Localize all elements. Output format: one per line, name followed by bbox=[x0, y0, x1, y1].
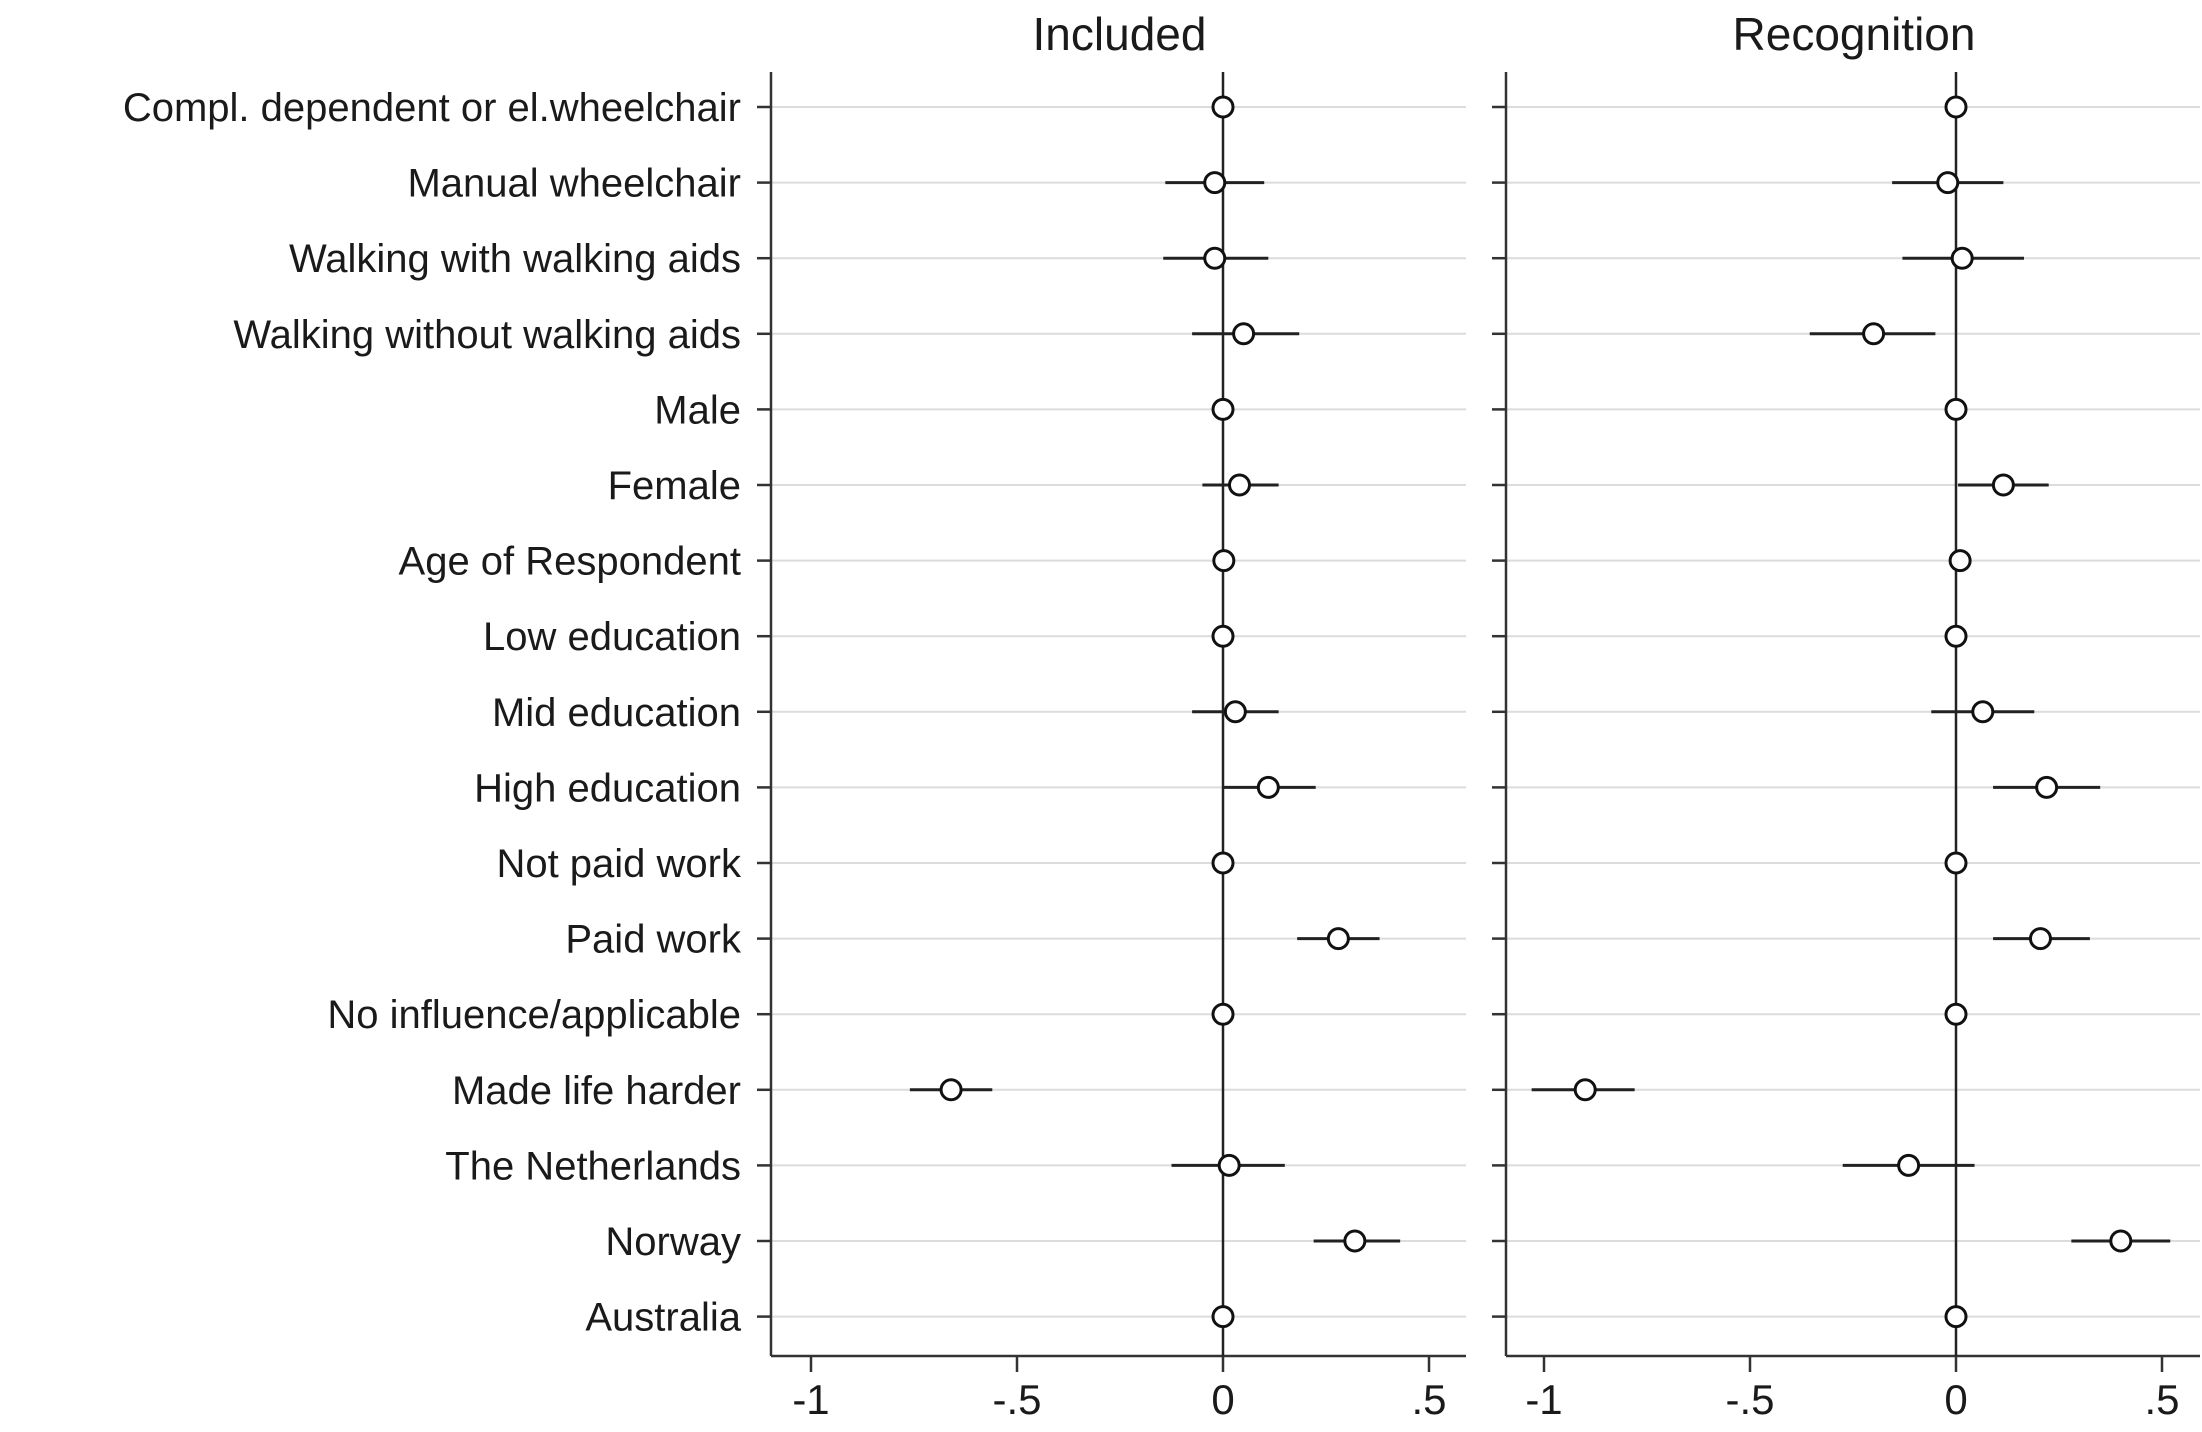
y-axis-label: Female bbox=[608, 464, 741, 508]
y-axis-label: Not paid work bbox=[496, 842, 742, 886]
y-axis-label: Manual wheelchair bbox=[407, 162, 741, 206]
point-estimate bbox=[939, 1078, 963, 1102]
point-estimate bbox=[1227, 473, 1251, 497]
point-estimate bbox=[1203, 171, 1227, 195]
point-estimate bbox=[1211, 95, 1235, 119]
point-estimate bbox=[1950, 246, 1974, 270]
panel-title: Included bbox=[1033, 8, 1207, 60]
point-estimate bbox=[1944, 397, 1968, 421]
y-axis-label: Walking without walking aids bbox=[233, 313, 741, 357]
x-tick-label: 0 bbox=[1944, 1376, 1967, 1423]
panel-recognition: Recognition -1 -.5 0 .5 bbox=[1492, 8, 2200, 1423]
point-estimate bbox=[2035, 775, 2059, 799]
x-tick-label: .5 bbox=[1411, 1376, 1446, 1423]
y-axis-label: Male bbox=[654, 388, 741, 432]
point-estimate bbox=[1936, 171, 1960, 195]
point-estimate bbox=[1211, 851, 1235, 875]
point-estimate bbox=[1203, 246, 1227, 270]
panel-title: Recognition bbox=[1733, 8, 1976, 60]
y-axis-label: Norway bbox=[605, 1220, 741, 1264]
point-estimate bbox=[1232, 322, 1256, 346]
point-estimate bbox=[1211, 397, 1235, 421]
point-estimate bbox=[2028, 927, 2052, 951]
y-axis-label: Age of Respondent bbox=[399, 540, 741, 584]
point-estimate bbox=[1211, 1002, 1235, 1026]
point-estimate bbox=[1256, 775, 1280, 799]
x-tick-label: -.5 bbox=[1725, 1376, 1774, 1423]
y-axis-label: Low education bbox=[483, 615, 741, 659]
point-estimate bbox=[1944, 1002, 1968, 1026]
y-axis-label: The Netherlands bbox=[445, 1144, 741, 1188]
point-estimate bbox=[1343, 1229, 1367, 1253]
y-axis-label: Mid education bbox=[492, 691, 741, 735]
point-estimate bbox=[1326, 927, 1350, 951]
point-estimate bbox=[1573, 1078, 1597, 1102]
point-estimate bbox=[2109, 1229, 2133, 1253]
x-tick-label: -1 bbox=[792, 1376, 829, 1423]
point-estimate bbox=[1897, 1153, 1921, 1177]
y-axis-label: Paid work bbox=[565, 918, 742, 962]
x-tick-label: -.5 bbox=[992, 1376, 1041, 1423]
x-tick-label: -1 bbox=[1525, 1376, 1562, 1423]
x-tick-label: .5 bbox=[2144, 1376, 2179, 1423]
point-estimate bbox=[1944, 624, 1968, 648]
x-tick-label: 0 bbox=[1211, 1376, 1234, 1423]
y-axis-label: Walking with walking aids bbox=[289, 237, 741, 281]
panel-included: Included -1 -.5 0 .5 bbox=[757, 8, 1466, 1423]
point-estimate bbox=[1944, 1305, 1968, 1329]
point-estimate bbox=[1211, 1305, 1235, 1329]
point-estimate bbox=[1223, 700, 1247, 724]
y-axis-label: Made life harder bbox=[452, 1069, 741, 1113]
y-axis-label: Australia bbox=[585, 1296, 741, 1340]
point-estimate bbox=[1212, 549, 1236, 573]
y-axis-label: Compl. dependent or el.wheelchair bbox=[123, 86, 741, 130]
point-estimate bbox=[1211, 624, 1235, 648]
point-estimate bbox=[1944, 851, 1968, 875]
y-axis-label: High education bbox=[474, 766, 741, 810]
point-estimate bbox=[1944, 95, 1968, 119]
point-estimate bbox=[1862, 322, 1886, 346]
point-estimate bbox=[1971, 700, 1995, 724]
point-estimate bbox=[1991, 473, 2015, 497]
point-estimate bbox=[1217, 1153, 1241, 1177]
y-axis-labels: Compl. dependent or el.wheelchair Manual … bbox=[123, 86, 742, 1340]
point-estimate bbox=[1948, 549, 1972, 573]
y-axis-label: No influence/applicable bbox=[327, 993, 741, 1037]
